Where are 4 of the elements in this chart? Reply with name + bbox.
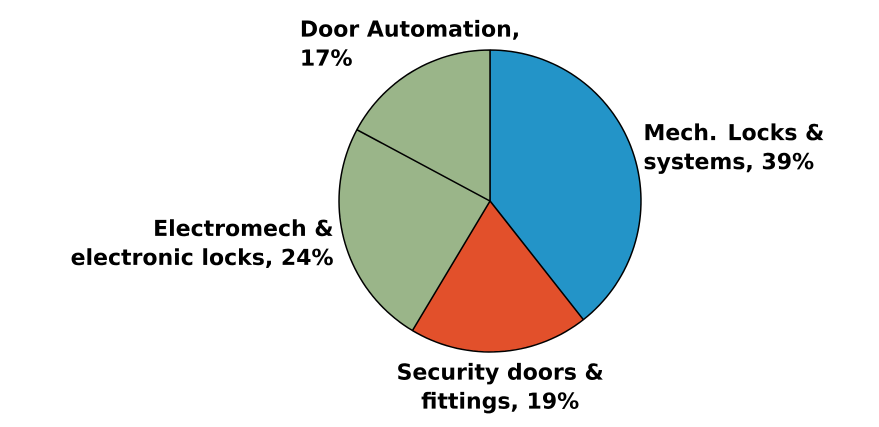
data-label: Electromech & electronic locks, 24% xyxy=(72,219,333,268)
data-label: Security doors & fittings, 19% xyxy=(398,362,603,414)
data-label: Door Automation, 17% xyxy=(302,20,518,66)
data-label: Mech. Locks & systems, 39% xyxy=(644,123,824,174)
